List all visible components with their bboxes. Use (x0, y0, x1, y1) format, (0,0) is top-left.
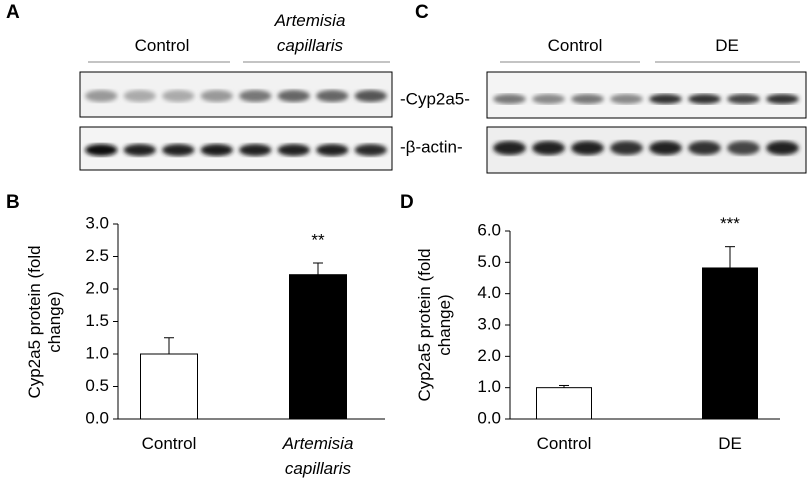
blot-band (200, 144, 233, 156)
blot-band (316, 144, 349, 156)
blot-band (493, 141, 526, 155)
group-label: Control (547, 36, 603, 55)
blot-band (727, 141, 760, 155)
y-tick-label: 1.0 (477, 377, 501, 396)
blot-band (123, 90, 156, 102)
blot-band (239, 90, 272, 102)
blot-band (354, 144, 387, 156)
blot-band (162, 144, 195, 156)
band-label: -Cyp2a5- (400, 89, 470, 108)
bar (289, 274, 347, 420)
y-tick-label: 3.0 (85, 213, 109, 232)
group-label: Control (134, 36, 190, 55)
blot-band (688, 94, 721, 104)
blot-band (85, 90, 118, 102)
bar (140, 353, 198, 420)
x-tick-label: Control (141, 434, 197, 453)
group-label: DE (715, 36, 739, 55)
y-tick-label: 2.5 (85, 246, 109, 265)
y-tick-label: 0.5 (85, 376, 109, 395)
blot-band (239, 144, 272, 156)
y-tick-label: 5.0 (477, 252, 501, 271)
blot-band (200, 90, 233, 102)
blot-band (649, 141, 682, 155)
x-tick-label: DE (718, 434, 742, 453)
blot-band (493, 94, 526, 104)
blot-band (532, 141, 565, 155)
blot-band (688, 141, 721, 155)
x-tick-label: Control (536, 434, 592, 453)
blot-band (277, 90, 310, 102)
blot-band (727, 94, 760, 104)
y-tick-label: 2.0 (477, 346, 501, 365)
blot-band (162, 90, 195, 102)
blot-band (610, 141, 643, 155)
panel-letter: A (6, 2, 20, 23)
blot-band (354, 90, 387, 102)
significance: ** (311, 230, 325, 249)
band-label: -β-actin- (400, 137, 463, 156)
panel-letter: C (415, 2, 429, 23)
blot-band (766, 94, 799, 104)
y-tick-label: 3.0 (477, 314, 501, 333)
y-axis-label: Cyp2a5 protein (fold change) (25, 244, 64, 399)
y-tick-label: 6.0 (477, 220, 501, 239)
panel-letter: D (400, 192, 414, 213)
y-tick-label: 0.0 (85, 408, 109, 427)
significance: *** (720, 214, 740, 233)
x-tick-label: Artemisia capillaris (282, 434, 354, 478)
blot-band (649, 94, 682, 104)
bar (702, 267, 758, 420)
blot-band (532, 94, 565, 104)
y-tick-label: 0.0 (477, 408, 501, 427)
blot-band (316, 90, 349, 102)
y-tick-label: 1.5 (85, 311, 109, 330)
bar (536, 387, 592, 420)
blot-band (571, 94, 604, 104)
blot-band (610, 94, 643, 104)
y-tick-label: 2.0 (85, 278, 109, 297)
blot-band (766, 141, 799, 155)
y-tick-label: 4.0 (477, 283, 501, 302)
blot-band (123, 144, 156, 156)
panel-letter: B (6, 192, 20, 213)
blot-band (571, 141, 604, 155)
blot-band (85, 144, 118, 156)
y-axis-label: Cyp2a5 protein (fold change) (415, 248, 454, 402)
blot-frame (486, 71, 807, 119)
y-tick-label: 1.0 (85, 343, 109, 362)
group-label: Artemisia capillaris (274, 11, 346, 55)
blot-band (277, 144, 310, 156)
